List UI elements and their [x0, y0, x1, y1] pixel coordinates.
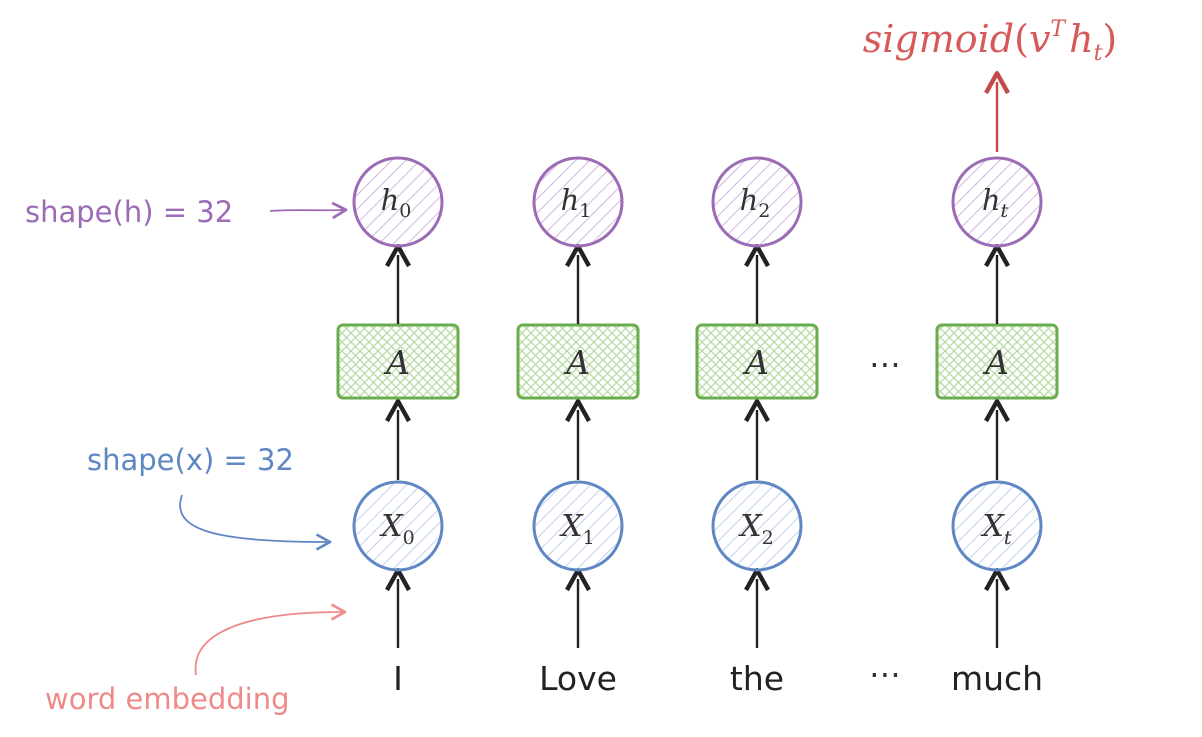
input-node-1	[532, 480, 624, 572]
shape-x-arrow	[179, 494, 332, 551]
hidden-node-0	[352, 156, 444, 248]
input-label-1: X1	[559, 509, 594, 549]
cell-label-0: A	[383, 343, 410, 382]
word-1: Love	[539, 659, 617, 698]
cell-2	[695, 323, 819, 400]
cell-0	[336, 323, 460, 400]
output-open-paren: (	[1014, 17, 1029, 61]
hidden-node-t	[951, 156, 1043, 248]
hidden-sub-0: 0	[399, 200, 411, 222]
hidden-sub-1: 1	[579, 200, 591, 222]
shape-h-annotation: shape(h) = 32	[25, 195, 233, 229]
hidden-label-t: ht	[982, 183, 1009, 222]
hidden-var-2: h	[740, 183, 759, 217]
hidden-sub-t: t	[1001, 200, 1009, 222]
input-var-0: X	[379, 509, 404, 544]
shape-h-arrow	[269, 201, 348, 220]
input-label-t: Xt	[981, 509, 1012, 549]
input-label-2: X2	[738, 509, 773, 549]
cell-label-1: A	[563, 343, 590, 382]
word-ellipsis: ⋯	[869, 655, 901, 693]
input-sub-t: t	[1004, 527, 1012, 549]
hidden-label-2: h2	[740, 183, 771, 222]
word-embedding-annotation: word embedding	[45, 682, 290, 716]
output-func: sigmoid	[863, 17, 1014, 61]
column-2: the X2 A h2	[695, 156, 819, 698]
output-h: h	[1069, 17, 1093, 61]
input-label-0: X0	[379, 509, 414, 549]
output-sub: t	[1094, 41, 1103, 66]
hidden-var-t: h	[982, 183, 1001, 217]
column-t: much Xt A ht	[935, 156, 1059, 698]
input-var-t: X	[981, 509, 1006, 544]
input-var-1: X	[559, 509, 584, 544]
shape-x-annotation: shape(x) = 32	[87, 443, 294, 477]
word-embedding-arrow	[194, 603, 347, 676]
cell-label-2: A	[742, 343, 769, 382]
hidden-label-0: h0	[381, 183, 412, 222]
input-node-2	[711, 480, 803, 572]
column-0: I X0 A h0	[336, 156, 460, 698]
cell-label-t: A	[982, 343, 1009, 382]
hidden-var-1: h	[561, 183, 580, 217]
input-node-0	[352, 480, 444, 572]
word-t: much	[951, 659, 1043, 698]
output-sup: T	[1050, 17, 1067, 42]
word-2: the	[730, 659, 784, 698]
output-v: v	[1029, 17, 1051, 61]
hidden-node-1	[532, 156, 624, 248]
cell-t	[935, 323, 1059, 400]
input-sub-0: 0	[403, 527, 415, 549]
cell-1	[516, 323, 640, 400]
input-sub-1: 1	[583, 527, 595, 549]
hidden-sub-2: 2	[758, 200, 770, 222]
input-node-t	[951, 480, 1043, 572]
hidden-node-2	[711, 156, 803, 248]
word-0: I	[393, 659, 403, 698]
input-sub-2: 2	[762, 527, 774, 549]
hidden-label-1: h1	[561, 183, 592, 222]
hidden-var-0: h	[381, 183, 400, 217]
input-var-2: X	[738, 509, 763, 544]
output-formula: sigmoid(vT ht)	[863, 17, 1118, 66]
column-1: Love X1 A h1	[516, 156, 640, 698]
output-close-paren: )	[1102, 17, 1117, 61]
cell-ellipsis: ⋯	[869, 345, 901, 383]
